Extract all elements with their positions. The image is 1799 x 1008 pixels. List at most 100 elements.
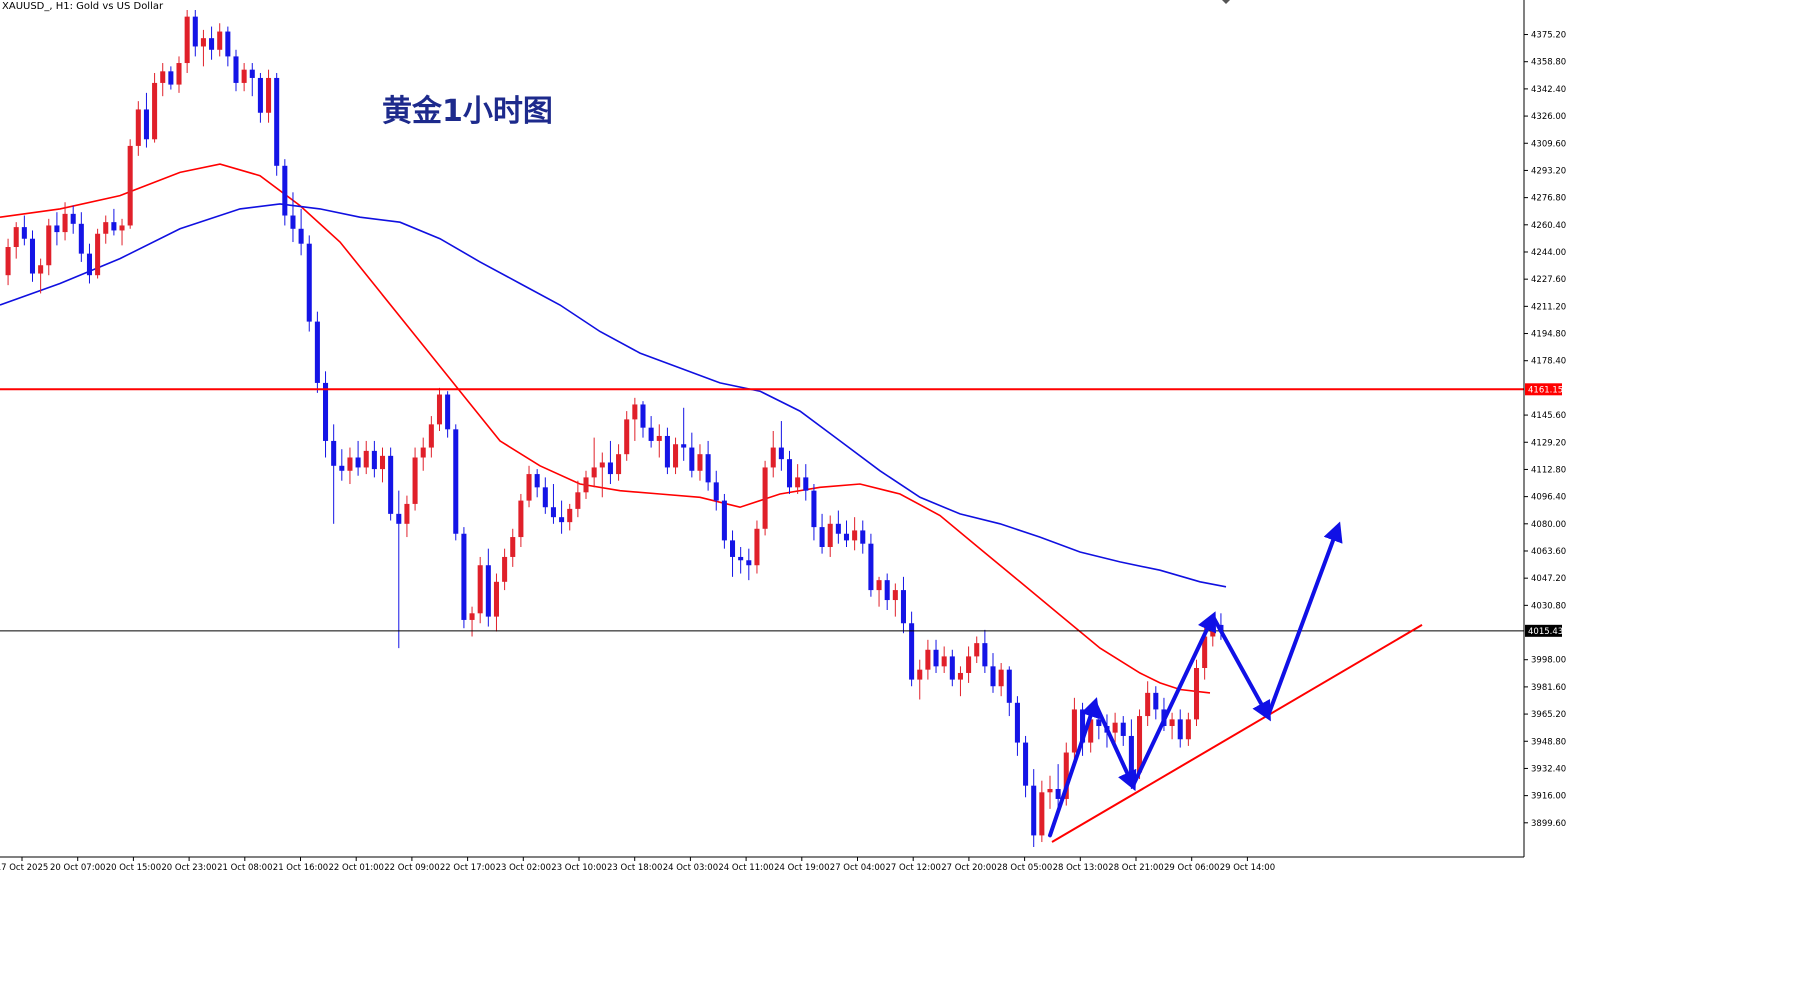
candle-body [624,419,630,455]
candle-body [746,560,752,566]
candle-body [29,238,36,274]
candle-body [998,669,1004,687]
candle-body [225,31,231,57]
candle [852,517,858,551]
candle-body [331,440,337,466]
candle [599,452,605,498]
candle-body [941,656,947,667]
x-tick-label: 22 Oct 17:00 [440,863,495,873]
candle [502,548,508,591]
candle [21,215,27,246]
candle-body [168,71,174,85]
candle [900,576,906,634]
candle-body [1120,722,1126,736]
candle [681,407,687,461]
candle [461,527,467,629]
candle-body [819,527,825,548]
candle [46,218,52,276]
candle [738,547,744,574]
candle [428,416,434,458]
candle [1169,712,1175,740]
candle [396,490,402,649]
y-tick-label: 4227.60 [1531,275,1566,285]
y-tick-label: 4129.20 [1531,438,1566,448]
candle [786,450,793,494]
x-tick-label: 24 Oct 03:00 [663,863,718,873]
candle [355,440,361,476]
candle-body [648,427,654,441]
candle-body [607,462,613,475]
candle-body [1039,792,1045,836]
candle [754,520,760,574]
candle [1023,735,1029,798]
candle [1193,659,1200,727]
candle-body [599,462,605,468]
candle-body [868,543,874,591]
candle [827,515,833,557]
candle [78,212,84,262]
candle [542,477,548,514]
candle-body [436,394,443,425]
candle [388,447,394,521]
candle-body [534,474,540,488]
candle [209,26,215,60]
candle [705,440,711,491]
chart-shift-icon [1222,0,1230,4]
candle [673,437,679,475]
candle-body [355,457,361,468]
candle [282,159,288,226]
candle [176,56,182,93]
y-tick-label: 4342.40 [1531,85,1566,95]
y-tick-label: 4194.80 [1531,330,1566,340]
candle [868,533,874,597]
candle [469,606,475,637]
candle [689,432,695,478]
forecast-arrow-5 [1266,521,1343,719]
candle-body [843,533,850,541]
candle [567,503,573,531]
candle-body [298,228,304,244]
y-tick-label: 4211.20 [1531,302,1566,312]
y-tick-label: 3916.00 [1531,792,1566,802]
candle [550,484,556,524]
candle [331,424,337,524]
candle-body [143,109,149,140]
candle-body [892,590,898,601]
candle [721,493,727,549]
candle [445,391,451,438]
candle-body [54,225,60,233]
candle [730,530,736,577]
candle-body [770,447,776,468]
candle-body [323,382,329,441]
x-tick-label: 29 Oct 06:00 [1164,863,1219,873]
candle [38,258,44,294]
candle-body [363,450,369,468]
candle-body [656,435,662,441]
x-tick-label: 29 Oct 14:00 [1220,863,1275,873]
candle-body [754,528,760,566]
candle-body [526,474,532,501]
candle [1120,716,1126,746]
candle [909,611,915,687]
candle [819,513,825,554]
candle-body [428,424,434,448]
candle-body [282,165,288,216]
candle [778,421,784,471]
candle-body [909,623,915,680]
candle-body [200,38,206,47]
y-tick-label: 4080.00 [1531,520,1566,530]
y-tick-label: 4375.20 [1531,31,1566,41]
candle-body [412,457,418,504]
candle-body [233,56,239,83]
candle-body [502,556,508,582]
candle [746,548,752,581]
candle [518,493,524,548]
candle-body [510,537,516,557]
y-tick-label: 3899.60 [1531,819,1566,829]
candle-body [469,613,475,620]
candle-body [1071,709,1077,753]
x-tick-label: 24 Oct 11:00 [718,863,773,873]
ma-fast-line [0,163,1211,694]
x-tick-label: 23 Oct 02:00 [496,863,551,873]
